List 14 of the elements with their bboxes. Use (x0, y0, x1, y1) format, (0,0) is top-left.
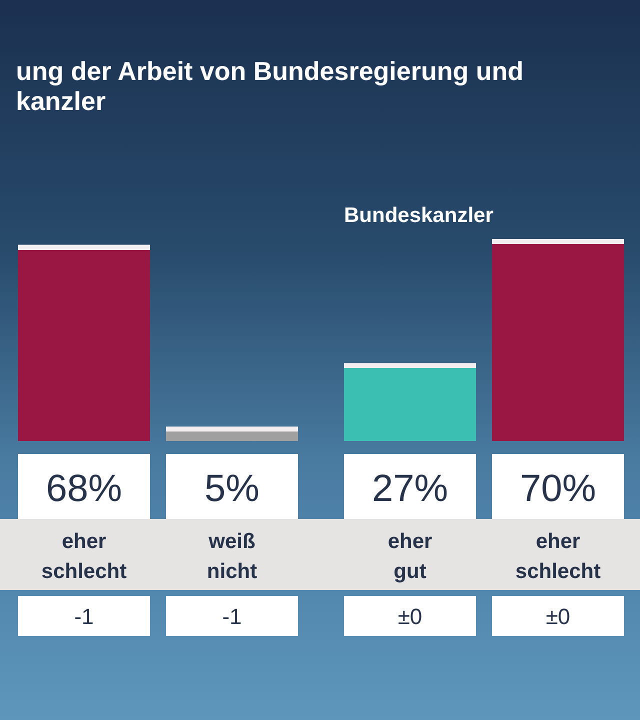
text: ±0 (398, 604, 422, 629)
text: -1 (74, 604, 94, 629)
x-tick-label: eher gut (388, 530, 432, 583)
data-label: 27% (372, 468, 448, 510)
x-tick-label: weiß nicht (206, 530, 258, 583)
text: Bundeskanzler (344, 204, 494, 227)
data-label: 5% (204, 468, 260, 510)
data-label: 68% (46, 468, 122, 510)
text: ±0 (546, 604, 570, 629)
x-tick-label: eher schlecht (41, 530, 127, 583)
text: -1 (222, 604, 242, 629)
x-tick-label: eher schlecht (515, 530, 601, 583)
data-label: 70% (520, 468, 596, 510)
chart-title: ung der Arbeit von Bundesregierung und kanzler (16, 56, 524, 116)
